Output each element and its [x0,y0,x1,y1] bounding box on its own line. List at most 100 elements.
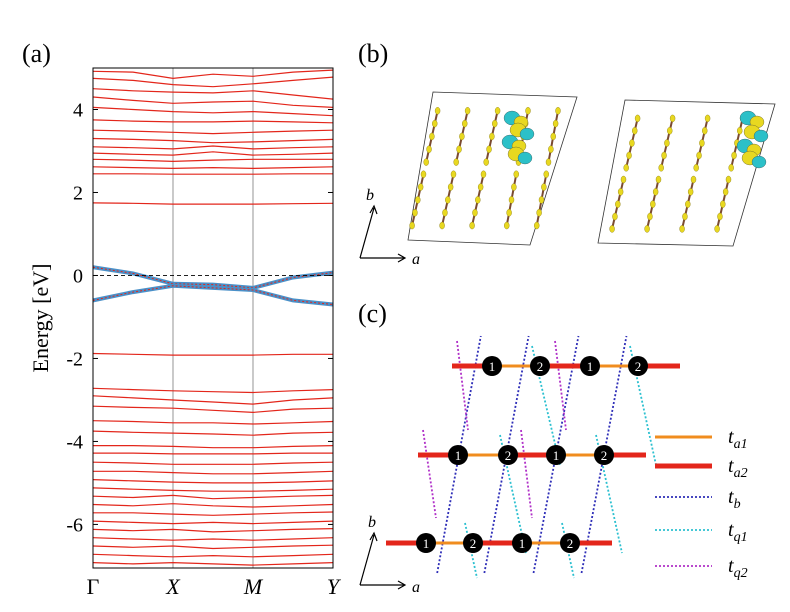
orbital [632,127,638,135]
orbital [664,139,670,147]
site-node [448,445,468,465]
panel-label: (a) [22,39,51,68]
site-node [482,356,502,376]
orbital [429,132,435,141]
orbital [737,127,743,135]
y-tick-label: 2 [73,182,83,204]
legend-label: tq2 [728,555,748,581]
orbital [658,164,664,172]
orbital [699,139,705,147]
site-node [498,445,518,465]
orbital [669,114,676,123]
band-line [93,520,333,525]
site-label: 2 [505,448,512,463]
hopping-bond [520,429,533,519]
band-line [93,88,333,100]
orbital [412,209,418,217]
orbital [650,200,656,208]
orbital [432,119,438,128]
orbital [480,170,487,178]
orbital [687,188,694,196]
site-label: 2 [537,359,544,374]
y-tick-label: -2 [66,348,83,370]
site-node [580,356,600,376]
orbital [615,200,621,208]
orbital [634,114,641,123]
legend-label: tb [728,486,741,512]
band-line [93,283,333,307]
orbital [483,158,489,166]
axis-a-label: a [412,579,420,596]
site-node [416,533,436,553]
band-line [93,461,333,465]
hopping-bond [456,340,469,431]
orbital [720,200,726,208]
orbital [725,175,732,184]
y-tick-label: 0 [73,265,83,287]
orbital [456,145,462,153]
legend-subscript: a1 [734,437,748,452]
orbital [693,164,699,172]
band-line-core [93,266,333,289]
legend-subscript: q1 [734,530,748,545]
orbital [450,170,457,178]
orbital [409,221,415,230]
orbital [477,183,484,191]
x-tick-label: X [165,574,181,599]
orbital [536,209,542,217]
orbital [426,145,432,153]
band-line [93,145,333,150]
orbital [541,183,547,191]
orbital [612,212,618,221]
legend-label: ta1 [728,426,748,452]
band-line [93,420,333,425]
site-node [628,356,648,376]
band-line [93,158,333,163]
orbital [417,183,424,191]
orbital [472,209,478,217]
site-node [463,533,483,553]
y-tick-label: 4 [73,99,83,121]
orbital [548,145,554,153]
site-label: 2 [470,536,477,551]
band-line [93,106,333,117]
orbital [696,151,702,160]
site-label: 1 [455,448,462,463]
site-node [560,533,580,553]
legend-label: tq1 [728,519,748,545]
band-line [93,166,333,170]
orbital [486,145,492,153]
band-line [93,494,333,500]
orbital [644,225,650,233]
orbital [525,107,531,115]
orbital [682,212,688,221]
isosurface [517,151,533,165]
orbital [445,196,451,204]
legend-label: ta2 [728,455,748,481]
orbital [439,221,445,230]
band-line [93,553,333,558]
orbital [690,175,697,184]
orbital [685,200,691,208]
band-line [93,119,333,124]
orbital [506,209,512,217]
orbital [504,221,510,230]
legend-symbol: t [728,426,734,448]
band-line [93,405,333,414]
isosurface [751,155,767,169]
orbital [447,183,454,191]
band-line-core [93,285,333,305]
site-label: 1 [423,536,430,551]
band-line [93,137,333,144]
orbital [555,107,561,115]
orbital [661,151,667,160]
panel-label: (b) [358,39,388,68]
orbital [623,164,629,172]
y-tick-label: -4 [66,431,83,453]
orbital [714,225,720,233]
band-line [93,352,333,356]
orbital [617,188,624,196]
hopping-bond [422,429,437,519]
orbital [423,158,429,166]
